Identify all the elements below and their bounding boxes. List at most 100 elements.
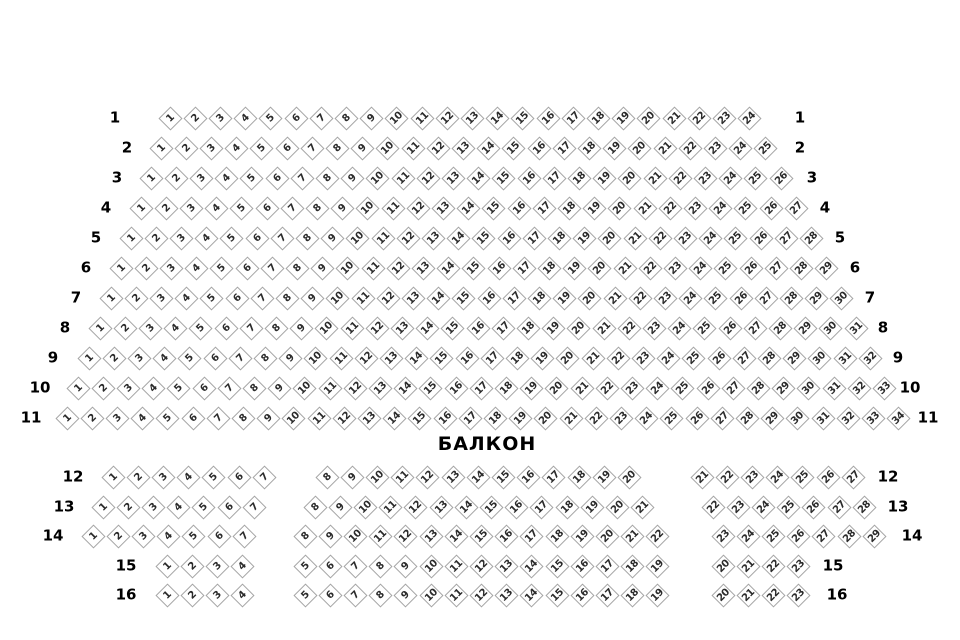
seat[interactable]: 11: [444, 553, 469, 579]
seat[interactable]: 4: [156, 523, 181, 549]
seat[interactable]: 15: [481, 195, 506, 221]
seat[interactable]: 22: [700, 494, 726, 520]
seat[interactable]: 17: [519, 523, 544, 549]
seat[interactable]: 16: [486, 255, 512, 281]
seat[interactable]: 7: [250, 285, 275, 311]
seat[interactable]: 21: [620, 523, 645, 549]
seat[interactable]: 15: [479, 494, 504, 520]
seat[interactable]: 20: [627, 135, 652, 161]
seat[interactable]: 22: [761, 553, 786, 579]
seat[interactable]: 28: [799, 225, 824, 251]
seat[interactable]: 24: [708, 195, 733, 221]
seat[interactable]: 25: [776, 494, 801, 520]
seat[interactable]: 4: [141, 375, 166, 401]
seat[interactable]: 8: [325, 135, 350, 161]
seat[interactable]: 34: [886, 405, 911, 431]
seat[interactable]: 16: [516, 464, 541, 490]
seat[interactable]: 13: [357, 405, 382, 431]
seat[interactable]: 31: [832, 345, 858, 371]
seat[interactable]: 22: [628, 285, 653, 311]
seat[interactable]: 30: [785, 405, 810, 431]
seat[interactable]: 16: [465, 315, 491, 341]
seat[interactable]: 18: [557, 195, 582, 221]
seat[interactable]: 23: [673, 225, 698, 251]
seat[interactable]: 26: [815, 464, 841, 490]
seat[interactable]: 4: [224, 135, 249, 161]
seat[interactable]: 14: [456, 195, 481, 221]
seat[interactable]: 2: [106, 523, 131, 549]
seat[interactable]: 16: [570, 582, 595, 608]
seat[interactable]: 6: [274, 135, 300, 161]
seat[interactable]: 23: [683, 195, 708, 221]
seat[interactable]: 26: [768, 165, 794, 191]
seat[interactable]: 7: [290, 165, 315, 191]
seat[interactable]: 27: [784, 195, 809, 221]
seat[interactable]: 14: [393, 375, 418, 401]
seat[interactable]: 5: [181, 523, 206, 549]
seat[interactable]: 19: [552, 285, 577, 311]
seat[interactable]: 14: [426, 285, 451, 311]
seat[interactable]: 15: [469, 523, 494, 549]
seat[interactable]: 27: [841, 464, 866, 490]
seat[interactable]: 5: [188, 315, 213, 341]
seat[interactable]: 10: [343, 523, 368, 549]
seat[interactable]: 26: [738, 255, 764, 281]
seat[interactable]: 9: [289, 315, 314, 341]
seat[interactable]: 32: [847, 375, 872, 401]
seat[interactable]: 4: [152, 345, 177, 371]
seat[interactable]: 7: [252, 464, 277, 490]
seat[interactable]: 4: [184, 255, 209, 281]
seat[interactable]: 23: [693, 165, 718, 191]
seat[interactable]: 27: [764, 255, 789, 281]
seat[interactable]: 22: [606, 345, 631, 371]
seat[interactable]: 6: [318, 582, 343, 608]
seat[interactable]: 22: [638, 255, 663, 281]
seat[interactable]: 9: [256, 405, 281, 431]
seat[interactable]: 20: [617, 464, 642, 490]
seat[interactable]: 7: [217, 375, 242, 401]
seat[interactable]: 22: [617, 315, 642, 341]
seat[interactable]: 14: [519, 553, 544, 579]
seat[interactable]: 25: [703, 285, 728, 311]
seat[interactable]: 8: [368, 553, 393, 579]
seat[interactable]: 3: [151, 464, 176, 490]
seat[interactable]: 23: [609, 405, 634, 431]
seat[interactable]: 8: [292, 523, 318, 549]
seat[interactable]: 15: [501, 135, 526, 161]
seat[interactable]: 2: [164, 165, 189, 191]
seat[interactable]: 9: [340, 464, 365, 490]
seat[interactable]: 23: [653, 285, 678, 311]
seat[interactable]: 23: [642, 315, 667, 341]
seat[interactable]: 1: [90, 494, 116, 520]
seat[interactable]: 22: [595, 375, 620, 401]
seat[interactable]: 1: [87, 315, 113, 341]
seat[interactable]: 22: [645, 523, 670, 549]
seat[interactable]: 12: [403, 494, 428, 520]
seat[interactable]: 14: [444, 523, 469, 549]
seat[interactable]: 1: [154, 582, 180, 608]
seat[interactable]: 3: [141, 494, 166, 520]
seat[interactable]: 23: [786, 553, 811, 579]
seat[interactable]: 16: [504, 494, 529, 520]
seat[interactable]: 2: [124, 285, 149, 311]
seat[interactable]: 5: [239, 165, 264, 191]
seat[interactable]: 28: [789, 255, 814, 281]
seat[interactable]: 14: [466, 464, 491, 490]
seat[interactable]: 12: [365, 315, 390, 341]
seat[interactable]: 11: [409, 105, 435, 131]
seat[interactable]: 2: [180, 582, 205, 608]
seat[interactable]: 27: [811, 523, 836, 549]
seat[interactable]: 6: [254, 195, 280, 221]
seat[interactable]: 14: [415, 315, 440, 341]
seat[interactable]: 7: [232, 523, 257, 549]
seat[interactable]: 3: [205, 582, 230, 608]
seat[interactable]: 23: [740, 464, 765, 490]
seat[interactable]: 19: [645, 553, 670, 579]
seat[interactable]: 24: [678, 285, 703, 311]
seat[interactable]: 6: [283, 105, 309, 131]
seat[interactable]: 27: [721, 375, 746, 401]
seat[interactable]: 15: [491, 165, 516, 191]
seat[interactable]: 10: [375, 135, 400, 161]
seat[interactable]: 17: [480, 345, 505, 371]
seat[interactable]: 22: [761, 582, 786, 608]
